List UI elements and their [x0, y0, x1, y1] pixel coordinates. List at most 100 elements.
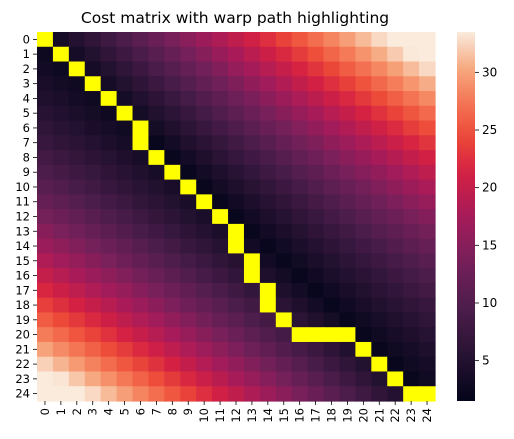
- heatmap-cell: [259, 91, 277, 107]
- y-tick-label: 16: [15, 269, 30, 283]
- heatmap-cell: [228, 371, 245, 387]
- heatmap-cell: [323, 61, 341, 77]
- heatmap-cell: [68, 179, 86, 195]
- heatmap-cell: [323, 76, 341, 92]
- warp-path-cell: [259, 282, 277, 299]
- heatmap-cell: [323, 135, 341, 151]
- heatmap-cell: [259, 32, 277, 48]
- heatmap-cell: [243, 327, 261, 343]
- heatmap-cell: [116, 297, 134, 314]
- y-tick-label: 13: [15, 224, 30, 238]
- heatmap-cell: [339, 371, 356, 387]
- heatmap-cell: [228, 341, 245, 358]
- heatmap-cell: [148, 120, 165, 136]
- heatmap-cell: [116, 76, 134, 92]
- heatmap-cell: [243, 209, 261, 225]
- heatmap-cell: [307, 341, 325, 358]
- heatmap-cell: [116, 179, 134, 195]
- colorbar-tick-label: 10: [482, 296, 497, 310]
- heatmap-cell: [164, 327, 181, 343]
- warp-path-cell: [243, 268, 261, 284]
- heatmap-cell: [403, 253, 420, 269]
- heatmap-cell: [243, 120, 261, 136]
- heatmap-cell: [52, 164, 70, 181]
- heatmap-cell: [275, 282, 293, 299]
- heatmap-cell: [84, 268, 102, 284]
- heatmap-cell: [243, 194, 261, 210]
- heatmap-cell: [164, 150, 181, 166]
- colorbar-gradient: [457, 32, 475, 401]
- heatmap-cell: [228, 194, 245, 210]
- heatmap-cell: [371, 297, 388, 314]
- heatmap-cell: [355, 105, 372, 122]
- heatmap-cell: [355, 61, 372, 77]
- heatmap-cell: [419, 61, 436, 77]
- warp-path-cell: [291, 327, 309, 343]
- warp-path-cell: [132, 120, 150, 136]
- heatmap-cell: [37, 327, 54, 343]
- heatmap-cell: [132, 179, 150, 195]
- heatmap-cell: [339, 253, 356, 269]
- heatmap-cell: [228, 91, 245, 107]
- heatmap-cell: [148, 76, 165, 92]
- heatmap-cell: [196, 179, 213, 195]
- heatmap-cell: [52, 386, 70, 402]
- chart-title: Cost matrix with warp path highlighting: [81, 9, 389, 27]
- heatmap-cell: [180, 223, 197, 240]
- warp-path-cell: [228, 238, 245, 254]
- heatmap-cell: [259, 105, 277, 122]
- heatmap-cell: [419, 312, 436, 328]
- heatmap-cell: [419, 105, 436, 122]
- y-tick-label: 0: [23, 32, 30, 46]
- heatmap-cell: [84, 164, 102, 181]
- heatmap-cell: [164, 268, 181, 284]
- heatmap-cell: [180, 135, 197, 151]
- heatmap-cell: [243, 46, 261, 63]
- heatmap-cell: [37, 91, 54, 107]
- heatmap-cell: [52, 312, 70, 328]
- heatmap-cell: [180, 105, 197, 122]
- heatmap-cell: [307, 194, 325, 210]
- heatmap-cell: [387, 312, 404, 328]
- x-tick-label: 10: [197, 408, 211, 423]
- heatmap-cell: [148, 91, 165, 107]
- heatmap-cell: [275, 223, 293, 240]
- heatmap-cell: [100, 61, 118, 77]
- heatmap-cell: [212, 194, 229, 210]
- x-tick-label: 18: [325, 408, 339, 423]
- heatmap-cell: [307, 268, 325, 284]
- heatmap-cell: [164, 371, 181, 387]
- heatmap-cell: [243, 91, 261, 107]
- heatmap-cell: [387, 238, 404, 254]
- heatmap-cell: [228, 76, 245, 92]
- heatmap-cell: [164, 341, 181, 358]
- heatmap-cell: [52, 105, 70, 122]
- heatmap-cell: [212, 179, 229, 195]
- heatmap-cell: [37, 356, 54, 373]
- y-tick-label: 8: [23, 150, 30, 164]
- heatmap-cell: [132, 164, 150, 181]
- heatmap-cell: [148, 371, 165, 387]
- heatmap-cell: [84, 238, 102, 254]
- heatmap-cell: [419, 91, 436, 107]
- heatmap-cell: [371, 268, 388, 284]
- heatmap-cell: [37, 341, 54, 358]
- heatmap-cell: [84, 150, 102, 166]
- heatmap-cell: [339, 356, 356, 373]
- heatmap-cell: [275, 164, 293, 181]
- heatmap-cell: [339, 341, 356, 358]
- colorbar: 5 10 15 20 25 30: [457, 32, 497, 401]
- heatmap-cell: [37, 282, 54, 299]
- heatmap-cell: [164, 179, 181, 195]
- heatmap-cell: [228, 32, 245, 48]
- heatmap-cell: [355, 91, 372, 107]
- x-tick-label: 20: [356, 408, 370, 423]
- heatmap-cell: [196, 120, 213, 136]
- heatmap-cell: [307, 61, 325, 77]
- heatmap-cell: [196, 386, 213, 402]
- heatmap-cell: [403, 209, 420, 225]
- heatmap-cell: [100, 223, 118, 240]
- heatmap-cell: [403, 179, 420, 195]
- y-tick-label: 11: [15, 195, 30, 209]
- heatmap-cell: [291, 194, 309, 210]
